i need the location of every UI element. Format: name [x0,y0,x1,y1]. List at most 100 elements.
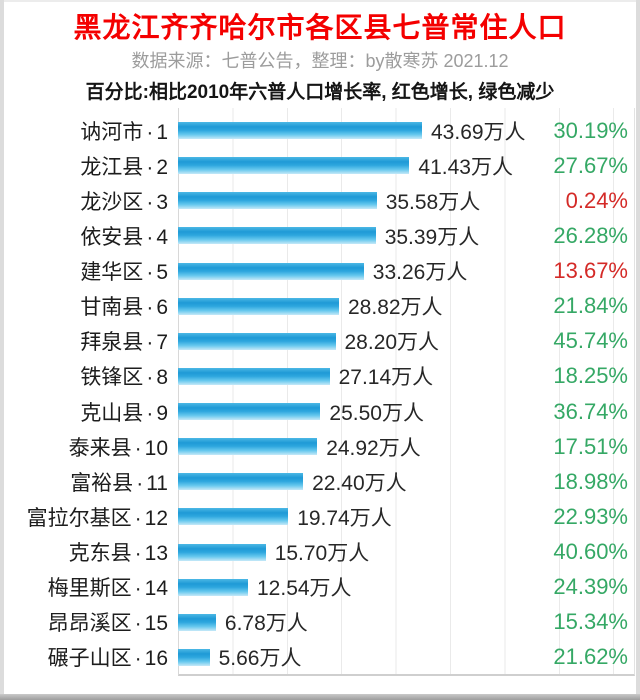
value-label: 19.74万人 [297,506,392,530]
value-label: 43.69万人 [431,120,526,144]
bar-area: 35.39万人 [178,221,538,251]
window-edge-right [636,0,640,700]
rank-separator: · [146,120,154,144]
district-name: 泰来县 [68,436,132,460]
rank-separator: · [146,190,154,214]
category-label: 克山县 · 9 [0,397,168,427]
chart-row: 梅里斯区 · 14 12.54万人 24.39% [0,570,640,605]
district-name: 依安县 [80,225,144,249]
category-label: 碾子山区 · 16 [0,642,168,672]
rank-separator: · [146,225,154,249]
rank-number: 15 [144,612,168,636]
population-bar [178,578,248,596]
chart-row: 甘南县 · 6 28.82万人 21.84% [0,289,640,324]
value-label: 24.92万人 [326,436,421,460]
district-name: 富裕县 [70,471,134,495]
bar-area: 24.92万人 [178,432,538,462]
chart-row: 碾子山区 · 16 5.66万人 21.62% [0,640,640,675]
rank-separator: · [134,506,142,530]
window-edge-left [0,0,4,700]
bar-area: 6.78万人 [178,607,538,637]
value-label: 6.78万人 [224,612,308,636]
bar-area: 43.69万人 [178,116,538,146]
rank-number: 16 [144,647,168,671]
category-label: 龙沙区 · 3 [0,186,168,216]
rank-separator: · [146,155,154,179]
category-label: 富裕县 · 11 [0,467,168,497]
value-label: 12.54万人 [257,577,352,601]
chart-row: 克山县 · 9 25.50万人 36.74% [0,394,640,429]
rank-separator: · [146,261,154,285]
population-bar [178,227,376,245]
population-bar [178,543,266,561]
population-bar [178,157,410,175]
rank-separator: · [146,366,154,390]
growth-percent: 24.39% [553,574,628,600]
growth-percent: 40.60% [553,539,628,565]
rank-number: 14 [144,577,168,601]
bar-area: 33.26万人 [178,256,538,286]
district-name: 克东县 [68,542,132,566]
window-edge-bottom [0,694,640,700]
category-label: 梅里斯区 · 14 [0,572,168,602]
growth-percent: 18.25% [553,363,628,389]
value-label: 15.70万人 [274,542,370,566]
district-name: 龙沙区 [80,190,144,214]
rank-separator: · [136,471,144,495]
district-name: 建华区 [80,261,144,285]
district-name: 甘南县 [80,296,144,320]
population-bar [178,262,364,280]
rank-separator: · [146,296,154,320]
district-name: 克山县 [80,401,144,425]
bar-area: 27.14万人 [178,361,538,391]
growth-percent: 21.62% [553,644,628,670]
window-edge-top [0,0,640,2]
category-label: 昂昂溪区 · 15 [0,607,168,637]
category-label: 依安县 · 4 [0,221,168,251]
population-bar [178,613,216,631]
value-label: 41.43万人 [418,155,513,179]
chart-title: 黑龙江齐齐哈尔市各区县七普常住人口 [73,12,567,43]
chart-row: 富裕县 · 11 22.40万人 18.98% [0,464,640,499]
rank-number: 7 [156,331,168,355]
category-label: 泰来县 · 10 [0,432,168,462]
population-bar [178,332,336,350]
rank-number: 4 [156,225,168,249]
district-name: 铁锋区 [80,366,144,390]
rank-number: 1 [156,120,168,144]
category-label: 富拉尔基区 · 12 [0,502,168,532]
rank-number: 11 [146,471,168,495]
bar-area: 15.70万人 [178,537,538,567]
growth-percent: 21.84% [553,293,628,319]
rank-separator: · [134,612,142,636]
district-name: 拜泉县 [80,331,144,355]
growth-percent: 13.67% [553,258,628,284]
bar-chart-rows: 讷河市 · 1 43.69万人 30.19% 龙江县 · 2 41.43万人 27.67… [0,113,640,675]
value-label: 28.20万人 [344,331,440,355]
chart-row: 建华区 · 5 33.26万人 13.67% [0,254,640,289]
chart-row: 依安县 · 4 35.39万人 26.28% [0,218,640,253]
chart-subtitle: 数据来源：七普公告，整理：by散寒苏 2021.12 [131,51,509,72]
population-bar [178,648,210,666]
bar-area: 41.43万人 [178,151,538,181]
chart-row: 龙江县 · 2 41.43万人 27.67% [0,148,640,183]
chart-note: 百分比:相比2010年六普人口增长率, 红色增长, 绿色减少 [85,82,555,104]
rank-number: 12 [144,506,168,530]
rank-number: 5 [156,261,168,285]
growth-percent: 45.74% [553,328,628,354]
value-label: 28.82万人 [348,296,443,320]
population-bar [178,367,330,385]
bar-area: 22.40万人 [178,467,538,497]
growth-percent: 18.98% [553,468,628,494]
growth-percent: 26.28% [553,222,628,248]
chart-row: 拜泉县 · 7 28.20万人 45.74% [0,324,640,359]
rank-separator: · [134,436,142,460]
rank-separator: · [146,331,154,355]
growth-percent: 15.34% [553,609,628,635]
value-label: 22.40万人 [312,471,407,495]
district-name: 碾子山区 [47,647,132,671]
chart-row: 克东县 · 13 15.70万人 40.60% [0,535,640,570]
bar-area: 25.50万人 [178,397,538,427]
growth-percent: 27.67% [553,152,628,178]
